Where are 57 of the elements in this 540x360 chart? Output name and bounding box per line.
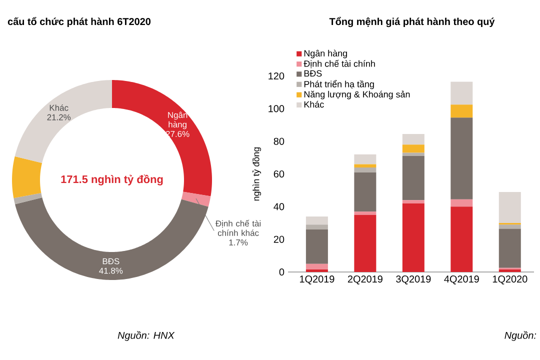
data-label: 41.8% [99, 268, 123, 274]
x-tick-label: 2Q2019 [348, 276, 382, 284]
slice-label: BĐS [102, 258, 120, 264]
chart-title: cấu tổ chức phát hành 6T2020 [8, 16, 151, 28]
bar [354, 172, 376, 212]
data-label: 1.7% [229, 239, 248, 246]
bar [354, 154, 376, 164]
legend-label: Ngân hàng [304, 50, 347, 58]
slice-label: Ngân hàng [168, 112, 188, 130]
bar [498, 224, 521, 229]
bar [306, 264, 328, 270]
legend-label: Năng lượng & Khoáng sản [304, 90, 410, 100]
bar [498, 228, 521, 268]
y-tick-label: 20 [274, 236, 284, 243]
bar [306, 230, 328, 264]
legend-label: Phát triển hạ tầng [304, 80, 374, 90]
y-tick-label: 120 [268, 72, 284, 80]
bar [306, 216, 328, 225]
y-tick-label: 0 [279, 268, 284, 276]
text: Nguồn: [504, 331, 536, 341]
bar [402, 134, 424, 145]
bar [402, 152, 424, 156]
y-tick-label: 60 [274, 170, 284, 178]
bar [450, 206, 473, 272]
legend-label: BĐS [304, 70, 322, 77]
bar [450, 118, 473, 200]
x-tick-label: 1Q2020 [492, 276, 528, 284]
bar [450, 104, 473, 118]
bar [354, 212, 376, 215]
bar [354, 164, 376, 168]
y-tick-label: 40 [274, 203, 284, 210]
slice-label: Định chế tài chính khác [216, 220, 261, 236]
text: 171.5 nghìn tỷ đồng [61, 174, 163, 186]
bar [306, 224, 328, 230]
text: Nguồn: HNX [118, 331, 175, 341]
bar [450, 82, 473, 105]
chart-title: Tổng mệnh giá phát hành theo quý [329, 16, 495, 28]
bar [306, 270, 328, 272]
y-tick-label: 100 [268, 105, 284, 112]
x-tick-label: 3Q2019 [396, 276, 431, 284]
y-axis-title: nghìn tỷ đồng [252, 147, 262, 201]
bar [402, 203, 424, 272]
bar [354, 214, 376, 272]
bar [498, 270, 521, 272]
y-tick-label: 80 [274, 138, 284, 145]
slice-label: Khác [50, 104, 68, 111]
data-label: 21.2% [47, 114, 71, 120]
bar [402, 156, 424, 200]
bar [498, 192, 521, 224]
x-tick-label: 1Q2019 [300, 276, 334, 284]
legend-label: Định chế tài chính [304, 60, 375, 68]
bar [402, 144, 424, 153]
bar [450, 199, 473, 207]
bar [402, 200, 424, 204]
x-tick-label: 4Q2019 [444, 276, 479, 284]
legend-label: Khác [304, 100, 324, 108]
bar [354, 167, 376, 172]
